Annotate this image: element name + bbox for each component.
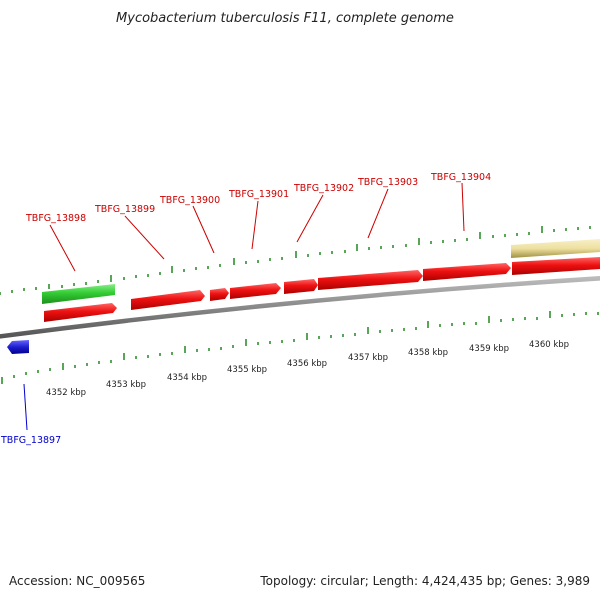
inner-tick-track (1, 311, 599, 384)
gene-arrow-tbfg-13897[interactable] (7, 340, 29, 354)
kbp-labels: 4352 kbp 4353 kbp 4354 kbp 4355 kbp 4356… (46, 340, 569, 398)
kbp-label: 4360 kbp (529, 340, 569, 350)
gene-label-tbfg-13897[interactable]: TBFG_13897 (0, 435, 61, 446)
gene-arrow-tbfg-13901[interactable] (230, 283, 281, 299)
gene-label-tbfg-13901[interactable]: TBFG_13901 (228, 189, 289, 200)
kbp-label: 4352 kbp (46, 388, 86, 398)
gene-label-tbfg-13898[interactable]: TBFG_13898 (25, 213, 86, 224)
gene-label-tbfg-13899[interactable]: TBFG_13899 (94, 204, 155, 215)
gene-arrow-tbfg-13902[interactable] (284, 279, 318, 294)
gene-label-tbfg-13900[interactable]: TBFG_13900 (159, 195, 220, 206)
gene-label-tbfg-13902[interactable]: TBFG_13902 (293, 183, 354, 194)
map-title: Mycobacterium tuberculosis F11, complete… (116, 11, 454, 26)
genome-summary-text: Topology: circular; Length: 4,424,435 bp… (259, 574, 590, 588)
kbp-label: 4355 kbp (227, 365, 267, 375)
kbp-label: 4353 kbp (106, 380, 146, 390)
gene-arrow-next (512, 257, 600, 275)
kbp-label: 4356 kbp (287, 359, 327, 369)
accession-text: Accession: NC_009565 (9, 574, 145, 588)
kbp-label: 4357 kbp (348, 353, 388, 363)
gene-label-tbfg-13904[interactable]: TBFG_13904 (430, 172, 491, 183)
label-leader-lines (23, 182, 465, 431)
outer-tick-track (0, 226, 591, 295)
gene-arrow-tbfg-13903[interactable] (318, 270, 423, 290)
kbp-label: 4354 kbp (167, 373, 207, 383)
yellow-feature (511, 239, 600, 258)
green-feature (42, 284, 115, 304)
gene-arrow-tbfg-13898[interactable] (44, 303, 117, 322)
gene-arrow-tbfg-13899[interactable] (131, 290, 205, 310)
gene-arrow-tbfg-13904[interactable] (423, 263, 511, 281)
gene-arrow-tbfg-13900[interactable] (210, 288, 229, 301)
genome-backbone (0, 276, 600, 339)
kbp-label: 4359 kbp (469, 344, 509, 354)
kbp-label: 4358 kbp (408, 348, 448, 358)
gene-label-tbfg-13903[interactable]: TBFG_13903 (357, 177, 418, 188)
